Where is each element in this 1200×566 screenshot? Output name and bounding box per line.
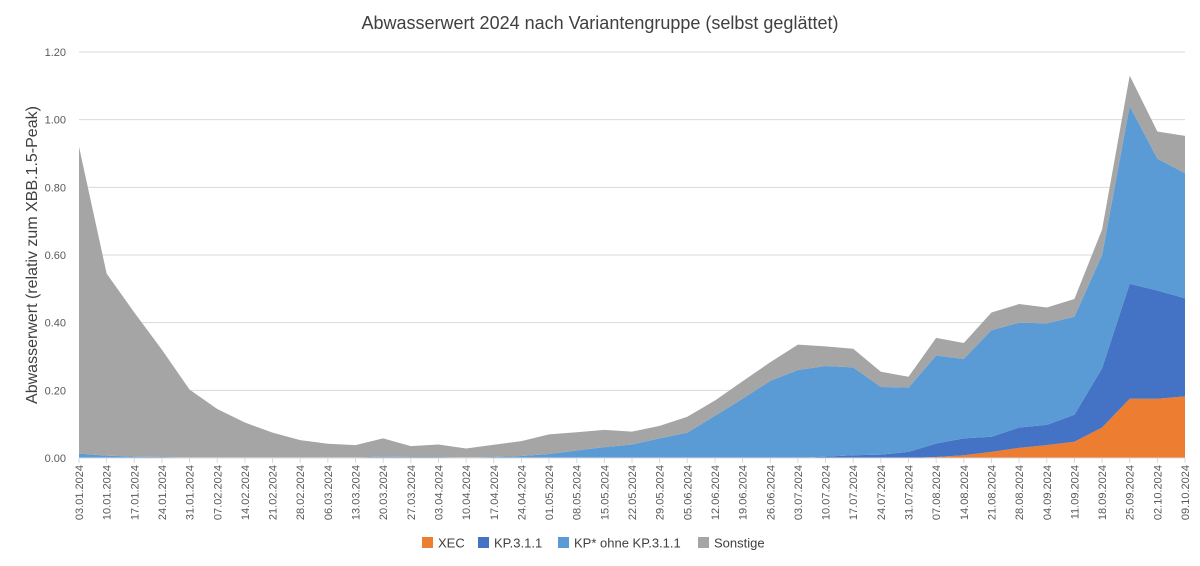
x-tick-label: 21.02.2024 (268, 465, 280, 520)
y-axis-title: Abwasserwert (relativ zum XBB.1.5-Peak) (24, 106, 41, 404)
x-tick-label: 09.10.2024 (1180, 465, 1192, 520)
x-tick-label: 19.06.2024 (738, 465, 750, 520)
y-tick-label: 1.00 (45, 115, 66, 127)
x-tick-label: 15.05.2024 (599, 465, 611, 520)
x-tick-label: 12.06.2024 (710, 465, 722, 520)
legend-swatch (422, 537, 433, 548)
x-tick-label: 14.08.2024 (959, 465, 971, 520)
x-tick-label: 27.03.2024 (406, 465, 418, 520)
x-tick-label: 20.03.2024 (378, 465, 390, 520)
x-tick-label: 14.02.2024 (240, 465, 252, 520)
x-tick-label: 26.06.2024 (765, 465, 777, 520)
x-tick-label: 10.01.2024 (102, 465, 114, 520)
x-tick-label: 24.04.2024 (516, 465, 528, 520)
chart-title: Abwasserwert 2024 nach Variantengruppe (… (362, 13, 839, 33)
legend-label: XEC (438, 536, 465, 551)
x-tick-label: 22.05.2024 (627, 465, 639, 520)
x-tick-label: 03.01.2024 (74, 465, 86, 520)
x-tick-label: 29.05.2024 (655, 465, 667, 520)
legend-label: Sonstige (714, 536, 765, 551)
legend-label: KP.3.1.1 (494, 536, 542, 551)
x-tick-label: 06.03.2024 (323, 465, 335, 520)
legend: XEC KP.3.1.1 KP* ohne KP.3.1.1 Sonstige (422, 536, 765, 551)
y-tick-label: 1.20 (45, 47, 66, 59)
x-tick-label: 03.04.2024 (433, 465, 445, 520)
x-tick-label: 02.10.2024 (1152, 465, 1164, 520)
series-area-1 (79, 283, 1185, 458)
x-tick-label: 17.01.2024 (129, 465, 141, 520)
x-tick-label: 11.09.2024 (1069, 465, 1081, 519)
y-tick-label: 0.00 (45, 453, 66, 465)
x-tick-label: 07.08.2024 (931, 465, 943, 520)
legend-swatch (478, 537, 489, 548)
legend-label: KP* ohne KP.3.1.1 (574, 536, 681, 551)
x-tick-label: 31.01.2024 (185, 465, 197, 520)
x-tick-label: 13.03.2024 (351, 465, 363, 520)
x-tick-label: 21.08.2024 (986, 465, 998, 520)
x-tick-label: 10.04.2024 (461, 465, 473, 520)
x-tick-label: 05.06.2024 (682, 465, 694, 520)
x-tick-label: 24.07.2024 (876, 465, 888, 520)
y-tick-label: 0.40 (45, 318, 66, 330)
x-tick-label: 03.07.2024 (793, 465, 805, 520)
x-tick-label: 25.09.2024 (1125, 465, 1137, 520)
x-tick-label: 17.07.2024 (848, 465, 860, 520)
series-area-0 (79, 396, 1185, 458)
y-tick-label: 0.60 (45, 250, 66, 262)
x-tick-label: 17.04.2024 (489, 465, 501, 520)
x-tick-label: 01.05.2024 (544, 465, 556, 520)
legend-swatch (558, 537, 569, 548)
x-tick-label: 31.07.2024 (904, 465, 916, 520)
series-area-2 (79, 106, 1185, 458)
y-tick-label: 0.20 (45, 385, 66, 397)
x-tick-label: 28.08.2024 (1014, 465, 1026, 520)
legend-swatch (698, 537, 709, 548)
x-tick-label: 07.02.2024 (212, 465, 224, 520)
x-tick-label: 24.01.2024 (157, 465, 169, 520)
x-tick-label: 28.02.2024 (295, 465, 307, 520)
x-tick-label: 10.07.2024 (821, 465, 833, 520)
x-tick-label: 04.09.2024 (1042, 465, 1054, 520)
axes: 0.00 0.20 0.40 0.60 0.80 1.00 1.20 03.01.2024 10… (45, 47, 1192, 520)
x-tick-label: 08.05.2024 (572, 465, 584, 520)
series-area-3 (79, 75, 1185, 458)
x-tick-label: 18.09.2024 (1097, 465, 1109, 520)
y-tick-label: 0.80 (45, 182, 66, 194)
series-areas (79, 75, 1185, 458)
